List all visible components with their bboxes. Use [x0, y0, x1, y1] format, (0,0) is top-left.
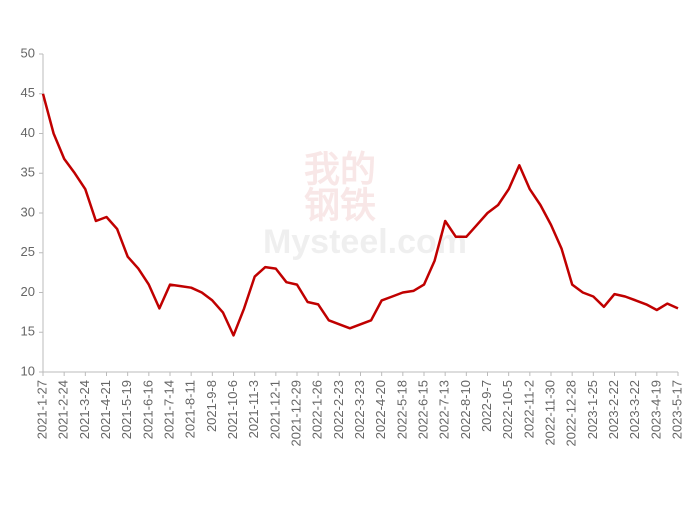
x-tick-label: 2021-8-11: [183, 380, 198, 438]
y-tick-label: 10: [21, 363, 35, 378]
x-tick-label: 2022-5-18: [394, 380, 409, 439]
x-tick-label: 2021-9-8: [204, 380, 219, 432]
x-tick-label: 2023-1-25: [585, 380, 600, 439]
x-tick-label: 2023-3-22: [627, 380, 642, 439]
x-tick-label: 2021-12-1: [267, 380, 282, 439]
y-tick-label: 45: [21, 85, 35, 100]
x-tick-label: 2023-5-17: [669, 380, 684, 439]
x-tick-label: 2022-12-28: [564, 380, 579, 447]
x-tick-label: 2023-4-19: [648, 380, 663, 439]
y-tick-label: 40: [21, 125, 35, 140]
x-tick-label: 2022-2-23: [331, 380, 346, 439]
x-tick-label: 2022-1-26: [310, 380, 325, 439]
x-tick-label: 2021-5-19: [119, 380, 134, 439]
x-tick-label: 2021-2-24: [56, 380, 71, 439]
x-tick-label: 2021-7-14: [161, 380, 176, 439]
x-tick-label: 2021-4-21: [98, 380, 113, 439]
x-tick-label: 2021-1-27: [34, 380, 49, 439]
y-tick-label: 15: [21, 324, 35, 339]
x-tick-label: 2022-10-5: [500, 380, 515, 439]
watermark: 钢铁: [304, 185, 376, 226]
y-tick-label: 50: [21, 45, 35, 60]
x-tick-label: 2022-11-2: [521, 380, 536, 438]
x-tick-label: 2022-4-20: [373, 380, 388, 439]
x-tick-label: 2021-10-6: [225, 380, 240, 439]
y-tick-label: 30: [21, 204, 35, 219]
x-tick-label: 2022-6-15: [415, 380, 430, 439]
x-tick-label: 2022-8-10: [458, 380, 473, 439]
watermark: 我的: [304, 149, 376, 190]
x-tick-label: 2021-11-3: [246, 380, 261, 438]
x-tick-label: 2023-2-22: [606, 380, 621, 439]
watermark: Mysteel.com: [263, 223, 467, 261]
y-tick-label: 35: [21, 165, 35, 180]
x-tick-label: 2022-11-30: [542, 380, 557, 446]
y-tick-label: 20: [21, 284, 35, 299]
x-tick-label: 2022-7-13: [437, 380, 452, 439]
x-tick-label: 2022-9-7: [479, 380, 494, 432]
y-tick-label: 25: [21, 244, 35, 259]
line: [41, 93, 679, 337]
x-tick-label: 2021-12-29: [288, 380, 303, 447]
x-tick-label: 2021-6-16: [140, 380, 155, 439]
x-tick-label: 2021-3-24: [77, 380, 92, 439]
x-tick-label: 2022-3-23: [352, 380, 367, 439]
